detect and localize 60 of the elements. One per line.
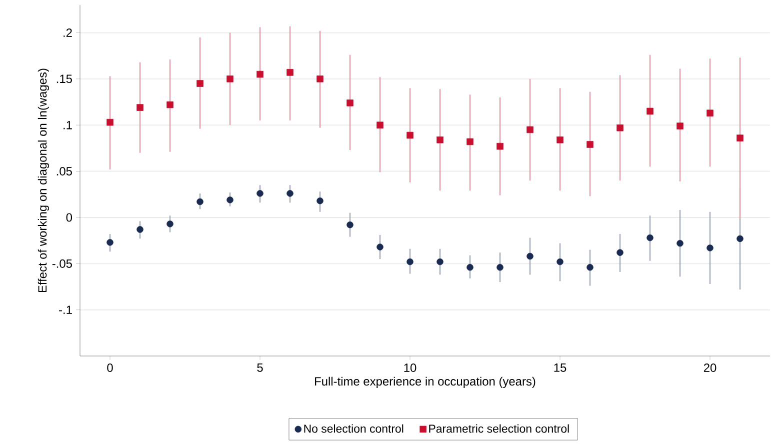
point: [466, 138, 474, 146]
point: [706, 110, 714, 116]
point: [136, 104, 144, 111]
y-tick-label: -.05: [52, 259, 72, 268]
y-tick-label: .2: [64, 28, 72, 37]
point: [406, 258, 414, 266]
point: [166, 101, 174, 108]
point: [346, 221, 354, 228]
point: [736, 134, 744, 142]
point: [106, 118, 114, 126]
point: [436, 258, 444, 266]
point: [526, 252, 534, 260]
point: [106, 239, 114, 246]
x-tick-label: 5: [257, 364, 263, 372]
point: [196, 198, 204, 206]
point: [646, 234, 654, 242]
point: [736, 235, 744, 242]
point: [616, 249, 624, 256]
point: [496, 264, 504, 271]
point: [616, 124, 624, 132]
point: [256, 70, 264, 78]
y-tick-label: 0: [66, 213, 72, 222]
point: [316, 76, 324, 82]
point: [526, 126, 534, 134]
point: [286, 69, 294, 76]
y-tick-label: -.1: [59, 306, 72, 314]
x-tick-label: 0: [107, 364, 113, 372]
point: [466, 264, 474, 271]
point: [586, 264, 594, 271]
x-tick-label: 20: [704, 364, 716, 372]
point: [706, 244, 714, 252]
point: [286, 190, 294, 197]
x-tick-label: 15: [554, 364, 566, 372]
point: [676, 240, 684, 247]
point: [316, 197, 324, 204]
x-axis-title: Full-time experience in occupation (years): [315, 376, 536, 388]
point: [376, 122, 384, 128]
point: [256, 190, 264, 197]
point: [136, 226, 144, 233]
point: [226, 76, 234, 82]
point: [376, 244, 384, 250]
point: [556, 136, 564, 144]
point: [226, 196, 234, 204]
legend-label: No selection control: [304, 424, 404, 433]
legend-label: Parametric selection control: [429, 424, 569, 433]
point: [586, 141, 594, 148]
point: [496, 142, 504, 150]
point: [646, 108, 654, 115]
point: [166, 220, 174, 228]
point: [436, 136, 444, 144]
y-tick-label: .15: [56, 74, 72, 84]
point: [346, 100, 354, 106]
point: [676, 122, 684, 130]
point: [196, 80, 204, 87]
y-axis-title: Effect of working on diagonal on ln(wages): [38, 68, 50, 292]
x-tick-label: 10: [404, 364, 416, 372]
y-tick-label: .05: [56, 167, 72, 176]
point: [556, 258, 564, 266]
point: [406, 132, 414, 139]
y-tick-label: .1: [64, 120, 72, 130]
